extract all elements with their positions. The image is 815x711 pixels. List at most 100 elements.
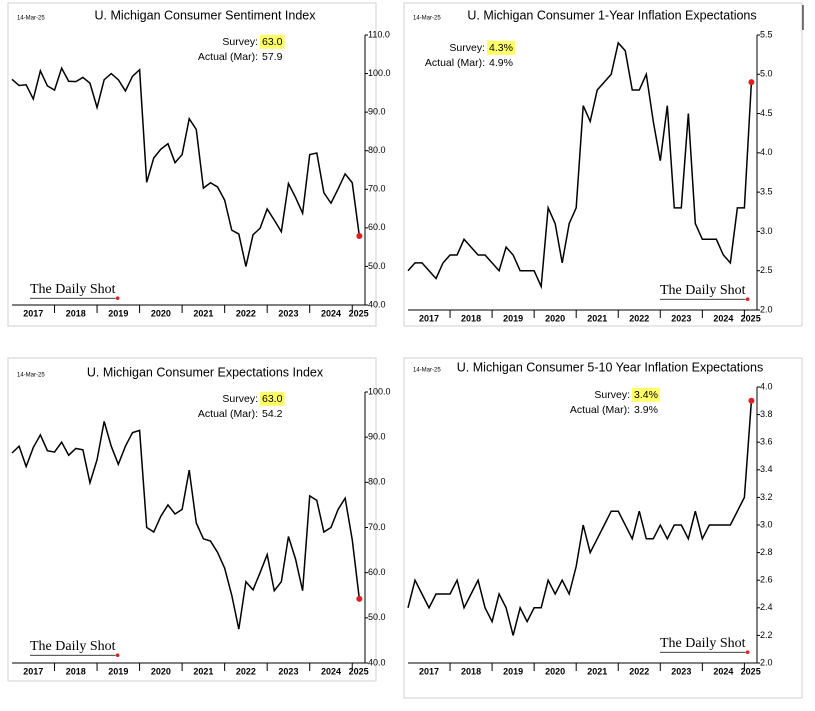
x-tick-label: 2023: [671, 313, 691, 323]
y-tick-label: 110.0: [368, 29, 390, 39]
x-tick-label: 2017: [419, 666, 439, 676]
x-tick-label: 2018: [66, 666, 86, 676]
chart-title: U. Michigan Consumer Expectations Index: [87, 365, 324, 379]
x-tick-label: 2020: [545, 313, 565, 323]
y-tick-label: 40.0: [368, 299, 386, 309]
y-tick-label: 3.0: [760, 519, 773, 529]
chart-title: U. Michigan Consumer Sentiment Index: [95, 8, 317, 22]
survey-highlight: [487, 40, 515, 55]
source-brand: The Daily Shot: [660, 283, 746, 298]
y-tick-label: 2.2: [760, 630, 773, 640]
y-tick-label: 2.0: [760, 304, 773, 314]
x-tick-label: 2025: [349, 308, 369, 318]
y-tick-label: 3.6: [760, 437, 773, 447]
date-stamp: 14-Mar-25: [17, 16, 45, 22]
x-tick-label: 2024: [321, 666, 341, 676]
x-tick-label: 2025: [741, 313, 761, 323]
x-tick-label: 2020: [151, 666, 171, 676]
actual-value: 54.2: [262, 408, 283, 420]
actual-label: Actual (Mar):: [425, 57, 485, 69]
y-tick-label: 100.0: [368, 386, 391, 396]
y-tick-label: 4.0: [760, 381, 773, 391]
x-tick-label: 2017: [23, 666, 43, 676]
x-tick-label: 2022: [236, 308, 256, 318]
last-point: [748, 397, 755, 404]
series-line: [11, 66, 361, 267]
x-tick-label: 2023: [278, 666, 298, 676]
y-tick-label: 3.4: [760, 464, 773, 474]
survey-label: Survey:: [222, 393, 258, 405]
y-tick-label: 50.0: [368, 261, 386, 271]
last-point: [356, 595, 363, 602]
actual-label: Actual (Mar):: [198, 408, 258, 420]
last-point: [356, 232, 363, 239]
y-tick-label: 90.0: [368, 432, 386, 442]
y-tick-label: 100.0: [368, 68, 391, 78]
x-tick-label: 2019: [503, 313, 523, 323]
y-tick-label: 60.0: [368, 222, 386, 232]
x-tick-label: 2021: [587, 313, 607, 323]
y-tick-label: 3.0: [760, 226, 773, 236]
y-tick-label: 80.0: [368, 145, 386, 155]
x-tick-label: 2020: [545, 666, 565, 676]
actual-value: 4.9%: [489, 57, 513, 69]
survey-value: 3.4%: [634, 389, 658, 401]
x-tick-label: 2021: [193, 666, 213, 676]
x-tick-label: 2024: [321, 308, 341, 318]
panel-border: [403, 2, 803, 327]
y-tick-label: 2.4: [760, 602, 773, 612]
series-line: [407, 41, 753, 290]
date-stamp: 14-Mar-25: [17, 373, 45, 379]
x-tick-label: 2019: [108, 308, 128, 318]
x-tick-label: 2024: [713, 313, 733, 323]
actual-label: Actual (Mar):: [198, 51, 258, 63]
survey-value: 63.0: [262, 393, 283, 405]
x-tick-label: 2024: [713, 666, 733, 676]
date-stamp: 14-Mar-25: [413, 368, 441, 374]
source-brand: The Daily Shot: [30, 639, 116, 654]
source-brand: The Daily Shot: [30, 282, 116, 297]
survey-highlight: [632, 387, 660, 402]
y-tick-label: 2.6: [760, 575, 773, 585]
x-tick-label: 2021: [193, 308, 213, 318]
y-tick-label: 3.2: [760, 492, 773, 502]
y-tick-label: 2.8: [760, 547, 773, 557]
x-tick-label: 2018: [461, 313, 481, 323]
panel-border: [403, 357, 803, 699]
x-tick-label: 2025: [741, 666, 761, 676]
y-tick-label: 50.0: [368, 612, 386, 622]
brand-dot: [115, 653, 120, 658]
source-brand: The Daily Shot: [660, 636, 746, 651]
y-tick-label: 3.5: [760, 187, 773, 197]
y-tick-label: 2.0: [760, 657, 773, 667]
x-tick-label: 2020: [151, 308, 171, 318]
actual-value: 3.9%: [634, 404, 658, 416]
survey-highlight: [260, 391, 285, 406]
series-line: [11, 421, 361, 630]
y-tick-label: 80.0: [368, 477, 386, 487]
y-tick-label: 70.0: [368, 522, 386, 532]
x-tick-label: 2023: [278, 308, 298, 318]
x-tick-label: 2018: [461, 666, 481, 676]
y-tick-label: 60.0: [368, 567, 386, 577]
y-tick-label: 40.0: [368, 657, 386, 667]
x-tick-label: 2022: [236, 666, 256, 676]
survey-label: Survey:: [594, 389, 630, 401]
x-tick-label: 2019: [108, 666, 128, 676]
y-tick-label: 5.0: [760, 69, 773, 79]
survey-label: Survey:: [449, 42, 485, 54]
y-tick-label: 3.8: [760, 409, 773, 419]
chart-title: U. Michigan Consumer 5-10 Year Inflation…: [457, 360, 763, 374]
y-tick-label: 4.5: [760, 108, 773, 118]
last-point: [748, 79, 755, 86]
date-stamp: 14-Mar-25: [413, 16, 441, 22]
x-tick-label: 2021: [587, 666, 607, 676]
panel-border: [7, 2, 377, 327]
brand-dot: [745, 297, 750, 302]
chart-title: U. Michigan Consumer 1-Year Inflation Ex…: [467, 8, 756, 22]
survey-value: 4.3%: [489, 42, 513, 54]
brand-dot: [745, 650, 750, 655]
survey-value: 63.0: [262, 36, 283, 48]
y-tick-label: 70.0: [368, 184, 386, 194]
